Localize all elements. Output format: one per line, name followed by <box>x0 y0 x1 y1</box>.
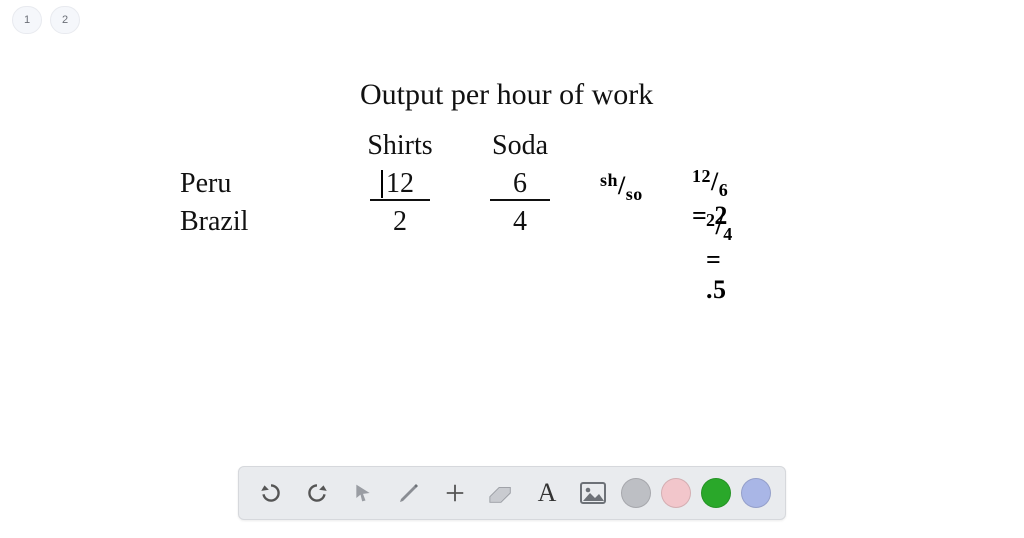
row-brazil-label: Brazil <box>180 206 340 238</box>
add-tool[interactable] <box>437 475 473 511</box>
page-tab-2[interactable]: 2 <box>50 6 80 34</box>
toolbar: A <box>238 466 786 520</box>
color-swatch-gray[interactable] <box>621 478 651 508</box>
eraser-icon <box>488 483 514 503</box>
pointer-icon <box>353 483 373 503</box>
toolbar-inner: A <box>238 466 786 520</box>
content-area: Output per hour of work Shirts Soda Peru… <box>180 78 653 238</box>
redo-icon <box>304 480 330 506</box>
undo-icon <box>258 480 284 506</box>
page-tab-1[interactable]: 1 <box>12 6 42 34</box>
text-tool[interactable]: A <box>529 475 565 511</box>
page-tabs: 1 2 <box>12 6 80 34</box>
plus-icon <box>444 482 466 504</box>
color-swatch-pink[interactable] <box>661 478 691 508</box>
redo-button[interactable] <box>299 475 335 511</box>
cell-brazil-soda: 4 <box>460 206 580 238</box>
cell-peru-shirts: 12 <box>340 168 460 200</box>
cell-brazil-shirts: 2 <box>340 206 460 238</box>
image-tool[interactable] <box>575 475 611 511</box>
color-swatch-blue[interactable] <box>741 478 771 508</box>
output-table: Shirts Soda Peru 12 6 Brazil 2 4 <box>180 130 653 238</box>
undo-button[interactable] <box>253 475 289 511</box>
table-title: Output per hour of work <box>360 78 653 112</box>
text-icon: A <box>538 478 557 508</box>
image-icon <box>580 482 606 504</box>
col-soda: Soda <box>460 130 580 162</box>
color-swatch-green[interactable] <box>701 478 731 508</box>
pencil-icon <box>397 481 421 505</box>
annotation-brazil-ratio: 2/4 = .5 <box>706 210 733 305</box>
eraser-tool[interactable] <box>483 475 519 511</box>
cell-peru-shirts-value: 12 <box>386 168 414 199</box>
pencil-tool[interactable] <box>391 475 427 511</box>
pointer-tool[interactable] <box>345 475 381 511</box>
text-cursor <box>381 170 383 198</box>
col-shirts: Shirts <box>340 130 460 162</box>
cell-peru-soda: 6 <box>460 168 580 200</box>
row-peru-label: Peru <box>180 168 340 200</box>
annotation-ratio-label: sh/so <box>600 170 643 205</box>
